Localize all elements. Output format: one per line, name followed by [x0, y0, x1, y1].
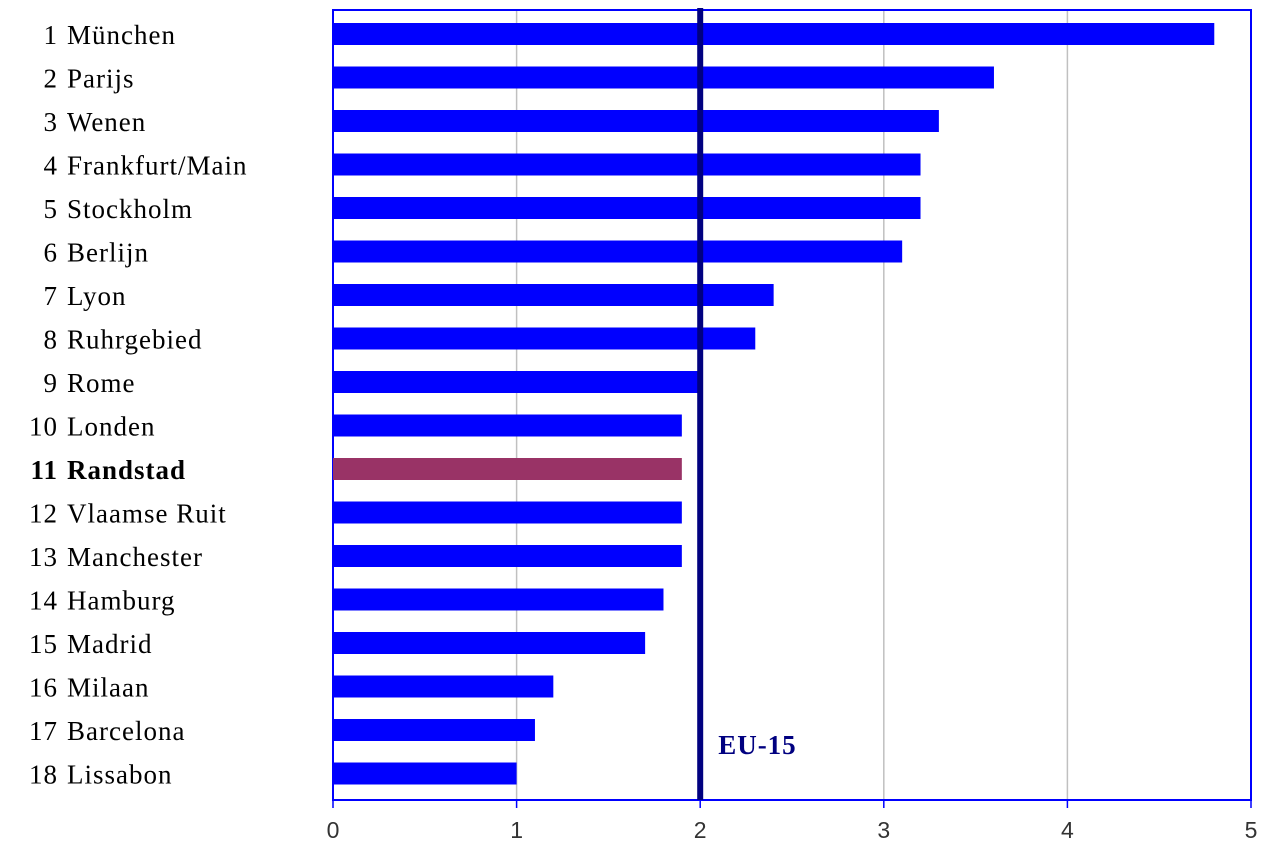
- category-label: Milaan: [67, 673, 149, 703]
- category-label: Wenen: [67, 107, 146, 137]
- plot-border: [332, 9, 1252, 801]
- rank-label: 8: [44, 325, 59, 355]
- rank-label: 17: [29, 716, 58, 746]
- bar: [333, 588, 664, 611]
- category-label: Randstad: [67, 455, 186, 485]
- rank-label: 10: [29, 412, 58, 442]
- x-tick-label: 3: [877, 817, 890, 843]
- rank-label: 6: [44, 238, 59, 268]
- rank-label: 1: [44, 20, 59, 50]
- rank-label: 18: [29, 760, 58, 790]
- category-label: Parijs: [67, 64, 135, 94]
- bar: [333, 414, 682, 437]
- rank-label: 12: [29, 499, 58, 529]
- bar: [333, 240, 903, 263]
- x-tick-label: 2: [694, 817, 707, 843]
- bar: [333, 23, 1215, 45]
- bar: [333, 675, 554, 698]
- x-tick-label: 4: [1061, 817, 1074, 843]
- category-label: München: [67, 20, 176, 50]
- rank-label: 5: [44, 194, 59, 224]
- category-label: Manchester: [67, 542, 203, 572]
- category-label: Rome: [67, 368, 136, 398]
- x-tick-label: 1: [510, 817, 523, 843]
- rank-label: 16: [29, 673, 58, 703]
- bar: [333, 197, 921, 219]
- rank-label: 3: [44, 107, 59, 137]
- x-tick-label: 5: [1245, 817, 1258, 843]
- reference-label: EU-15: [718, 730, 797, 760]
- bar: [333, 501, 682, 524]
- bar: [333, 327, 756, 350]
- category-label: Frankfurt/Main: [67, 151, 247, 181]
- category-label: Barcelona: [67, 716, 185, 746]
- bar: [333, 371, 701, 393]
- bar: [333, 284, 774, 306]
- category-label: Hamburg: [67, 586, 176, 616]
- category-label: Londen: [67, 412, 155, 442]
- rank-label: 9: [44, 368, 59, 398]
- rank-label: 15: [29, 629, 58, 659]
- bar: [333, 110, 939, 132]
- rank-label: 2: [44, 64, 59, 94]
- bar: [333, 545, 682, 567]
- category-label: Lyon: [67, 281, 127, 311]
- bar: [333, 66, 994, 89]
- rank-label: 4: [44, 151, 59, 181]
- category-label: Ruhrgebied: [67, 325, 202, 355]
- category-label: Berlijn: [67, 238, 149, 268]
- category-label: Madrid: [67, 629, 152, 659]
- rank-label: 14: [29, 586, 58, 616]
- rank-label: 11: [30, 455, 58, 485]
- bar: [333, 153, 921, 176]
- bar: [333, 719, 535, 741]
- rank-label: 13: [29, 542, 58, 572]
- category-label: Lissabon: [67, 760, 173, 790]
- bar: [333, 762, 517, 785]
- category-label: Stockholm: [67, 194, 193, 224]
- x-tick-label: 0: [327, 817, 340, 843]
- bar: [333, 632, 646, 654]
- bar: [333, 458, 682, 480]
- rank-label: 7: [44, 281, 59, 311]
- category-label: Vlaamse Ruit: [67, 499, 227, 529]
